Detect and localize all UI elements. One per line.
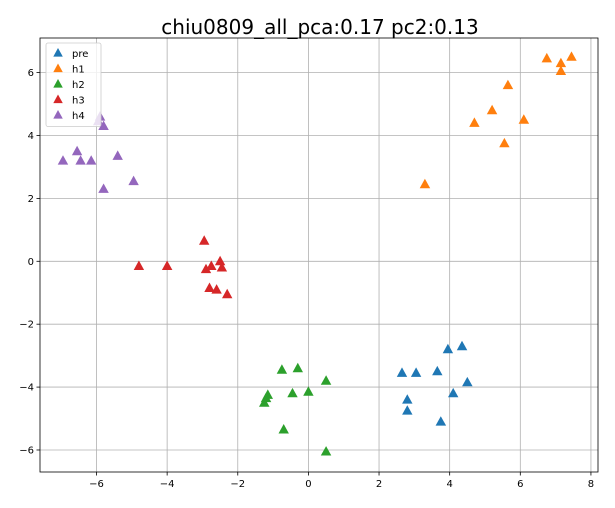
x-tick-label: 8 xyxy=(588,479,594,490)
point-h4 xyxy=(86,155,97,165)
grid xyxy=(40,38,598,472)
y-tick-label: 2 xyxy=(28,194,34,205)
legend-label: h4 xyxy=(72,111,85,122)
point-pre xyxy=(448,387,459,398)
point-h2 xyxy=(303,386,314,396)
point-pre xyxy=(402,405,413,415)
point-h3 xyxy=(204,282,215,292)
chart-title: chiu0809_all_pca:0.17 pc2:0.13 xyxy=(161,15,478,39)
point-h1 xyxy=(555,65,567,75)
x-tick-label: 2 xyxy=(376,479,382,490)
point-h2 xyxy=(320,375,332,385)
y-tick-label: −6 xyxy=(19,445,34,456)
legend-label: h2 xyxy=(72,80,85,91)
y-tick-label: 4 xyxy=(28,131,34,142)
legend-label: h1 xyxy=(72,65,85,76)
x-tick-label: −4 xyxy=(160,479,175,490)
point-pre xyxy=(396,367,408,377)
point-h4 xyxy=(112,150,123,160)
point-h3 xyxy=(133,260,145,270)
point-h3 xyxy=(206,260,217,270)
legend-marker-h2 xyxy=(53,79,63,88)
y-tick-label: −4 xyxy=(19,383,34,394)
x-axis-ticks: −6 −4 −2 0 2 4 6 8 xyxy=(89,472,594,490)
x-tick-label: 4 xyxy=(446,479,452,490)
legend-marker-h1 xyxy=(53,63,63,73)
point-h1 xyxy=(486,104,498,115)
point-h2 xyxy=(276,364,288,374)
series-h3 xyxy=(133,235,233,299)
point-h3 xyxy=(216,262,228,272)
point-h4 xyxy=(128,175,139,186)
y-tick-label: 0 xyxy=(28,257,34,268)
point-h1 xyxy=(566,51,577,61)
series-h2 xyxy=(259,362,332,456)
series-pre xyxy=(396,340,473,426)
point-h2 xyxy=(320,446,332,456)
point-pre xyxy=(442,343,454,354)
series-h1 xyxy=(419,51,577,189)
legend-marker-h4 xyxy=(53,110,63,119)
point-h3 xyxy=(199,235,210,245)
point-h2 xyxy=(278,424,289,434)
x-tick-label: −6 xyxy=(89,479,104,490)
legend-marker-h3 xyxy=(53,94,63,104)
x-tick-label: 6 xyxy=(517,479,523,490)
point-pre xyxy=(462,376,473,387)
point-pre xyxy=(402,394,413,404)
point-h3 xyxy=(200,263,212,274)
point-pre xyxy=(432,365,443,376)
point-h1 xyxy=(518,114,530,124)
data-points xyxy=(57,51,577,456)
point-h1 xyxy=(555,57,567,68)
point-h4 xyxy=(71,145,83,156)
point-h1 xyxy=(499,137,510,148)
point-h4 xyxy=(98,183,109,193)
legend-box xyxy=(45,42,102,127)
y-tick-label: 6 xyxy=(28,68,34,79)
x-tick-label: 0 xyxy=(305,479,311,490)
point-pre xyxy=(410,367,422,377)
point-h1 xyxy=(541,52,552,63)
point-pre xyxy=(456,340,468,351)
point-h2 xyxy=(287,387,298,398)
point-h2 xyxy=(259,397,270,407)
legend-marker-pre xyxy=(53,48,63,57)
legend-label: pre xyxy=(72,49,88,60)
point-h4 xyxy=(98,120,109,130)
y-axis-ticks: −6 −4 −2 0 2 4 6 xyxy=(19,68,40,456)
point-h1 xyxy=(419,178,431,189)
point-h1 xyxy=(502,79,514,90)
legend-label: h3 xyxy=(72,96,85,107)
x-tick-label: −2 xyxy=(230,479,245,490)
point-h3 xyxy=(161,260,173,270)
point-h1 xyxy=(469,117,480,127)
point-h4 xyxy=(57,155,69,165)
legend: pre h1 h2 h3 h4 xyxy=(45,42,102,127)
point-h2 xyxy=(292,362,303,373)
point-pre xyxy=(435,416,447,426)
point-h3 xyxy=(222,288,233,299)
y-tick-label: −2 xyxy=(19,320,34,331)
axes-frame xyxy=(39,37,599,473)
point-h3 xyxy=(211,284,222,294)
point-h4 xyxy=(75,155,86,165)
point-h3 xyxy=(214,255,226,266)
